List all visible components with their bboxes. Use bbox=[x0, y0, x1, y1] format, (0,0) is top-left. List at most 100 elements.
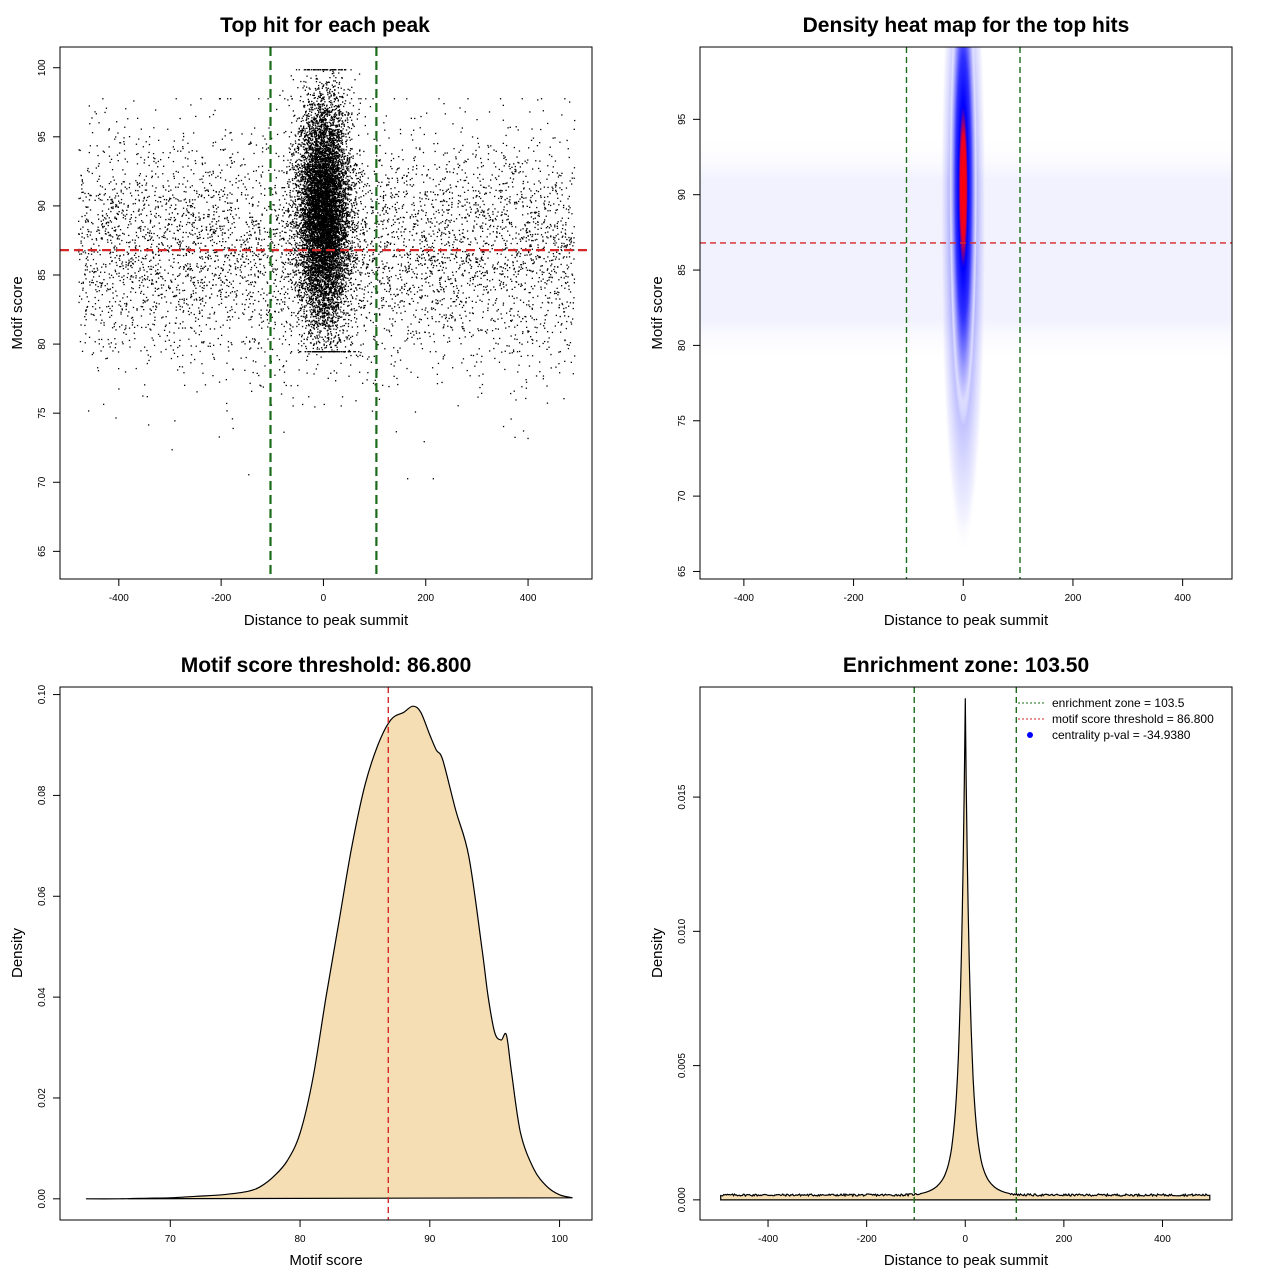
scatter-point bbox=[223, 225, 225, 227]
scatter-point bbox=[116, 121, 118, 123]
scatter-point bbox=[508, 221, 510, 223]
scatter-point bbox=[548, 276, 550, 279]
scatter-point bbox=[455, 218, 458, 220]
scatter-point bbox=[211, 174, 213, 176]
scatter-point bbox=[525, 230, 527, 232]
scatter-point bbox=[87, 236, 89, 238]
scatter-point bbox=[126, 302, 128, 304]
scatter-point bbox=[501, 228, 503, 230]
scatter-point bbox=[266, 256, 268, 259]
scatter-point bbox=[252, 227, 254, 230]
scatter-point bbox=[249, 237, 251, 240]
scatter-point bbox=[430, 270, 432, 272]
scatter-point bbox=[368, 275, 370, 277]
scatter-point bbox=[484, 330, 487, 333]
scatter-point bbox=[179, 254, 181, 256]
scatter-point bbox=[420, 297, 422, 299]
scatter-point bbox=[148, 359, 150, 362]
scatter-point bbox=[411, 268, 413, 271]
scatter-point bbox=[213, 195, 215, 197]
scatter-point bbox=[162, 278, 164, 280]
scatter-point bbox=[248, 283, 250, 286]
scatter-point bbox=[370, 296, 372, 298]
scatter-title: Top hit for each peak bbox=[220, 14, 430, 37]
scatter-point bbox=[162, 244, 164, 246]
scatter-point bbox=[107, 338, 109, 341]
scatter-point bbox=[350, 354, 352, 357]
scatter-point bbox=[297, 312, 300, 314]
scatter-point bbox=[556, 209, 558, 211]
scatter-point bbox=[157, 251, 160, 253]
scatter-point bbox=[384, 247, 386, 249]
scatter-point bbox=[251, 219, 253, 221]
scatter-point bbox=[487, 144, 489, 147]
scatter-point bbox=[479, 283, 481, 286]
scatter-point bbox=[442, 266, 444, 269]
scatter-point bbox=[432, 478, 434, 480]
scatter-point bbox=[549, 210, 551, 212]
scatter-point bbox=[201, 256, 203, 258]
scatter-point bbox=[458, 337, 461, 339]
scatter-point bbox=[122, 217, 124, 219]
scatter-point bbox=[175, 186, 177, 188]
scatter-point bbox=[228, 254, 230, 257]
scatter-point bbox=[200, 330, 202, 332]
scatter-point bbox=[147, 299, 149, 301]
scatter-point bbox=[542, 378, 544, 380]
scatter-point bbox=[190, 280, 192, 282]
scatter-point bbox=[242, 312, 244, 314]
scatter-point bbox=[444, 152, 446, 154]
scatter-point bbox=[433, 341, 435, 343]
scatter-point bbox=[244, 308, 246, 311]
scatter-point bbox=[323, 267, 325, 269]
scatter-point bbox=[165, 202, 168, 204]
scatter-point bbox=[289, 242, 291, 245]
scatter-point bbox=[437, 300, 439, 302]
scatter-point bbox=[543, 271, 545, 274]
scatter-point bbox=[530, 190, 532, 192]
scatter-point bbox=[226, 311, 229, 313]
scatter-point bbox=[453, 258, 456, 260]
scatter-point bbox=[562, 224, 564, 226]
scatter-point bbox=[312, 274, 314, 276]
scatter-point bbox=[431, 222, 433, 224]
scatter-point bbox=[495, 342, 497, 344]
scatter-point bbox=[290, 223, 292, 225]
scatter-point bbox=[345, 277, 347, 279]
scatter-point bbox=[95, 284, 97, 286]
scatter-point bbox=[382, 267, 384, 269]
scatter-point bbox=[406, 271, 408, 274]
scatter-point bbox=[230, 253, 232, 255]
scatter-point bbox=[257, 347, 259, 350]
scatter-point bbox=[250, 316, 252, 318]
scatter-point bbox=[502, 183, 504, 185]
scatter-point bbox=[532, 270, 534, 272]
scatter-point bbox=[301, 334, 303, 336]
scatter-point bbox=[490, 219, 492, 221]
scatter-point bbox=[396, 231, 398, 233]
scatter-point bbox=[371, 207, 373, 209]
scatter-point bbox=[339, 265, 341, 268]
scatter-point bbox=[83, 237, 85, 239]
scatter-point bbox=[251, 390, 253, 392]
scatter-point bbox=[510, 320, 512, 322]
scatter-point bbox=[533, 211, 536, 214]
scatter-point bbox=[297, 349, 299, 351]
scatter-point bbox=[285, 384, 287, 387]
scatter-point bbox=[93, 251, 95, 253]
scatter-point bbox=[145, 326, 147, 328]
scatter-point bbox=[81, 180, 83, 182]
scatter-point bbox=[415, 259, 417, 262]
scatter-point bbox=[372, 260, 374, 262]
scatter-point bbox=[268, 205, 270, 208]
scatter-point bbox=[224, 148, 226, 150]
scatter-point bbox=[191, 185, 193, 187]
scatter-point bbox=[454, 254, 457, 256]
scatter-point bbox=[554, 226, 556, 228]
scatter-point bbox=[165, 316, 167, 318]
scatter-point bbox=[120, 311, 122, 313]
scatter-point bbox=[509, 168, 511, 170]
scatter-point bbox=[565, 282, 567, 285]
scatter-point bbox=[128, 246, 130, 248]
scatter-point bbox=[458, 268, 460, 270]
